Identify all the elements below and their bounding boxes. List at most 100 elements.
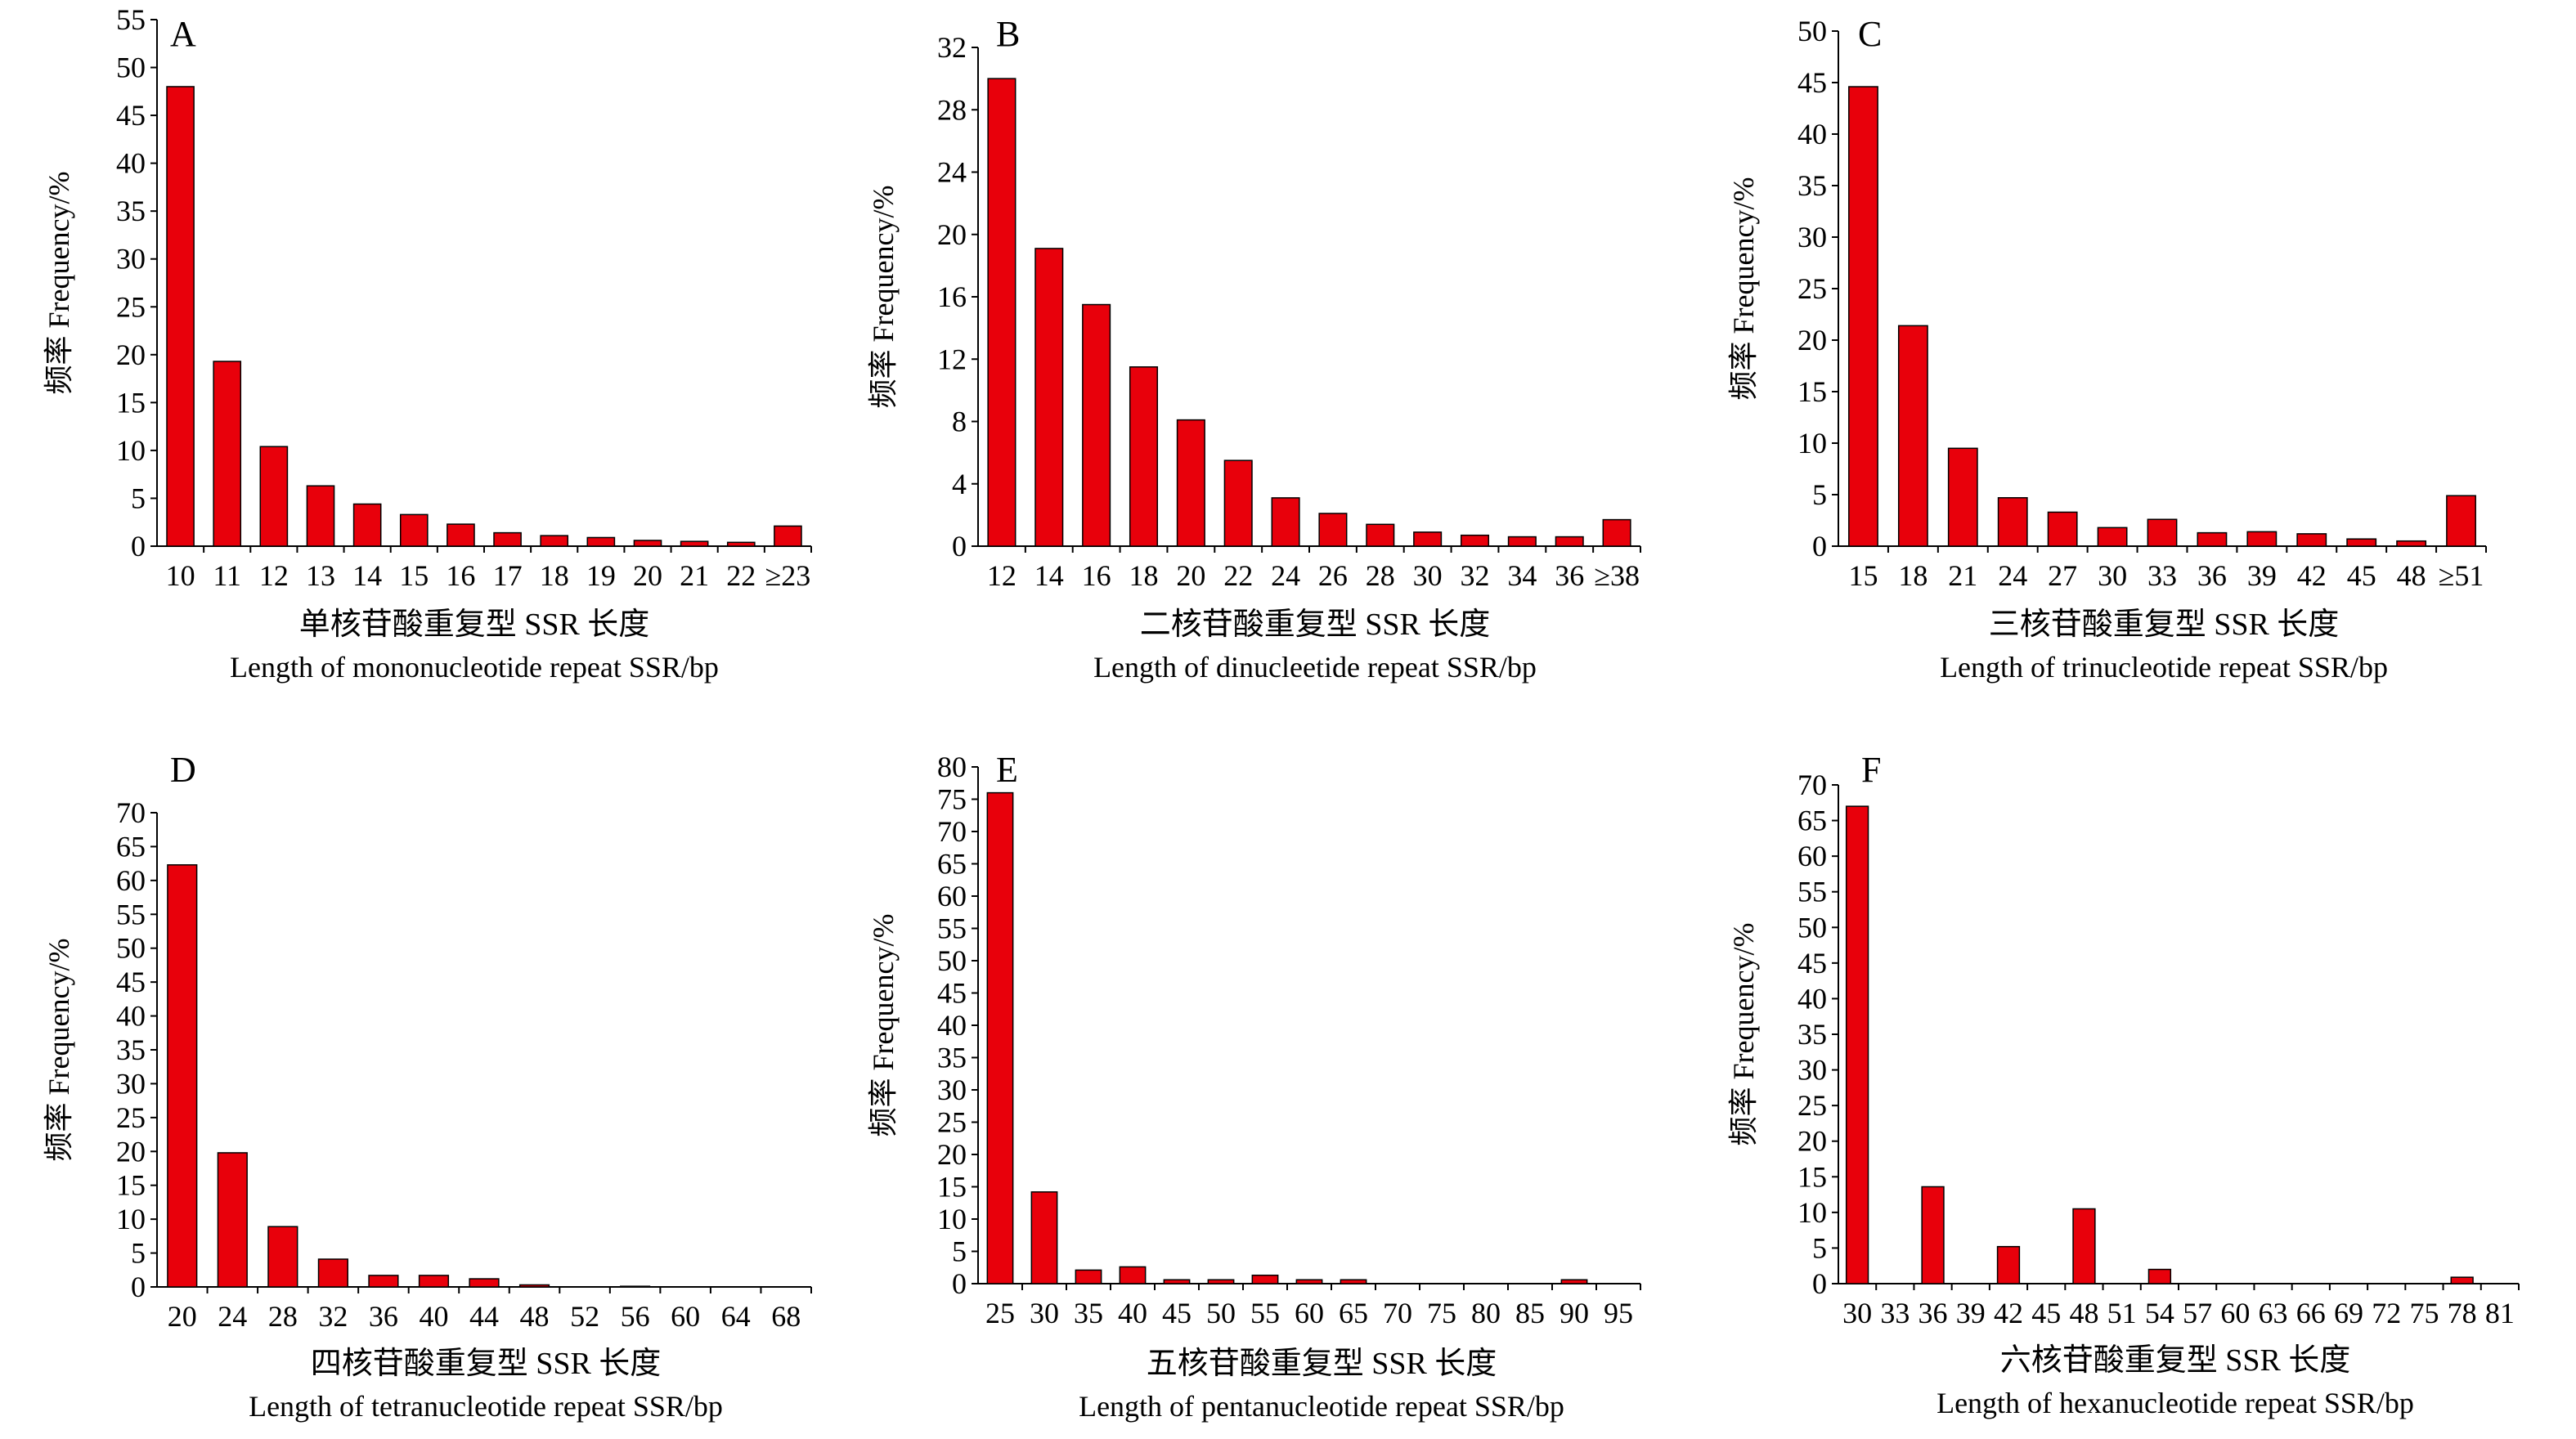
x-tick-label: 90 (1560, 1297, 1589, 1329)
panel-letter: A (170, 14, 196, 54)
chart-panel-a: 0 5 10 15 20 25 30 35 40 45 50 55 10 11 12 13 14 15 16 17 18… (43, 3, 812, 684)
bar (2296, 533, 2327, 547)
x-tick-label: ≥23 (765, 559, 811, 592)
x-tick-label: 42 (2297, 559, 2327, 592)
bar (1163, 1279, 1191, 1284)
y-tick-label: 50 (1797, 15, 1827, 47)
x-tick-label: 26 (1318, 559, 1348, 592)
x-tick-label: 12 (987, 559, 1016, 592)
y-tick-label: 45 (937, 977, 967, 1010)
y-tick-label: 50 (1797, 911, 1827, 944)
x-tick-label: 33 (2147, 559, 2177, 592)
x-tick-label: 20 (633, 559, 662, 592)
x-tick-label: 16 (1082, 559, 1111, 592)
x-tick-label: 32 (318, 1300, 348, 1333)
bar (680, 540, 709, 547)
y-axis-label: 频率 Frequency/% (867, 914, 900, 1137)
y-tick-label: 35 (116, 195, 146, 227)
x-tick-label: 65 (1339, 1297, 1368, 1329)
x-tick-label: 63 (2259, 1297, 2288, 1329)
y-tick-label: 35 (116, 1033, 146, 1066)
y-axis-label: 频率 Frequency/% (1727, 923, 1760, 1146)
y-tick-label: 32 (937, 31, 967, 64)
y-tick-label: 10 (116, 1203, 146, 1235)
bar (774, 525, 802, 547)
x-axis-label-cn: 六核苷酸重复型 SSR 长度 (2000, 1343, 2351, 1378)
y-tick-label: 12 (937, 343, 967, 375)
x-tick-label: 60 (671, 1300, 700, 1333)
x-tick-label: 30 (1413, 559, 1443, 592)
y-tick-label: 40 (937, 1009, 967, 1042)
x-tick-label: 42 (1994, 1297, 2023, 1329)
x-tick-label: 68 (771, 1300, 801, 1333)
y-tick-label: 45 (116, 966, 146, 998)
y-tick-label: 40 (116, 147, 146, 180)
bar (1034, 248, 1064, 547)
y-tick-label: 5 (1812, 1231, 1827, 1264)
bar (267, 1226, 298, 1288)
x-tick-label: 11 (213, 559, 241, 592)
bar (2346, 538, 2377, 547)
x-tick-label: 52 (570, 1300, 599, 1333)
bar (1602, 518, 1631, 547)
x-tick-label: 28 (268, 1300, 298, 1333)
bar (620, 1285, 651, 1288)
chart-panel-c: 0 5 10 15 20 25 30 35 40 45 50 15 18 21 24 27 30 33 36 39 42… (1727, 14, 2487, 684)
y-tick-label: 40 (116, 1000, 146, 1033)
x-tick-label: 24 (1271, 559, 1300, 592)
bar (1251, 1274, 1279, 1284)
y-tick-label: 15 (937, 1171, 967, 1204)
y-tick-label: 20 (937, 1138, 967, 1171)
x-tick-label: 85 (1515, 1297, 1545, 1329)
y-tick-label: 70 (116, 796, 146, 829)
x-tick-label: ≥51 (2439, 559, 2484, 592)
bar (213, 361, 242, 547)
y-tick-label: 25 (937, 1106, 967, 1139)
x-tick-label: 75 (2409, 1297, 2439, 1329)
y-tick-label: 30 (116, 1067, 146, 1100)
y-tick-label: 15 (1797, 375, 1827, 408)
x-tick-label: 78 (2448, 1297, 2477, 1329)
bar (1129, 366, 1159, 547)
y-tick-label: 40 (1797, 982, 1827, 1015)
bar (1318, 513, 1348, 547)
bar (1460, 534, 1490, 547)
bar (1413, 531, 1443, 547)
y-tick-label: 10 (1797, 427, 1827, 459)
y-axis-label: 频率 Frequency/% (43, 939, 75, 1162)
bar (1030, 1191, 1058, 1284)
bar (493, 531, 522, 547)
x-tick-label: 51 (2107, 1297, 2137, 1329)
y-tick-label: 55 (937, 912, 967, 945)
y-tick-label: 55 (116, 3, 146, 36)
bar (1947, 447, 1978, 547)
bar (2446, 495, 2476, 547)
bar (1848, 86, 1878, 547)
y-tick-label: 35 (937, 1042, 967, 1074)
bar (2450, 1276, 2474, 1284)
x-tick-label: 39 (1956, 1297, 1986, 1329)
x-tick-label: 21 (1948, 559, 1977, 592)
x-tick-label: 18 (1898, 559, 1928, 592)
bar (1560, 1279, 1588, 1284)
x-tick-label: ≥38 (1594, 559, 1640, 592)
x-tick-label: 14 (352, 559, 382, 592)
x-tick-label: 30 (1030, 1297, 1059, 1329)
x-tick-label: 24 (1998, 559, 2027, 592)
x-tick-label: 45 (2031, 1297, 2061, 1329)
y-tick-label: 20 (1797, 1125, 1827, 1158)
y-tick-label: 65 (1797, 805, 1827, 837)
y-tick-label: 25 (1797, 272, 1827, 305)
y-tick-label: 15 (1797, 1160, 1827, 1193)
x-tick-label: 34 (1507, 559, 1537, 592)
x-axis-label-en: Length of pentanucleotide repeat SSR/bp (1079, 1390, 1564, 1423)
bar (1119, 1266, 1147, 1284)
x-tick-label: 16 (446, 559, 475, 592)
bar (1271, 497, 1300, 547)
y-tick-label: 24 (937, 156, 967, 189)
bar (447, 523, 475, 547)
x-tick-label: 20 (1176, 559, 1205, 592)
bar (217, 1152, 248, 1288)
y-tick-label: 25 (116, 290, 146, 323)
chart-panel-b: 0 4 8 12 16 20 24 28 32 12 14 16 18 20 22 24 26 28 30 32 34 3… (867, 14, 1641, 684)
